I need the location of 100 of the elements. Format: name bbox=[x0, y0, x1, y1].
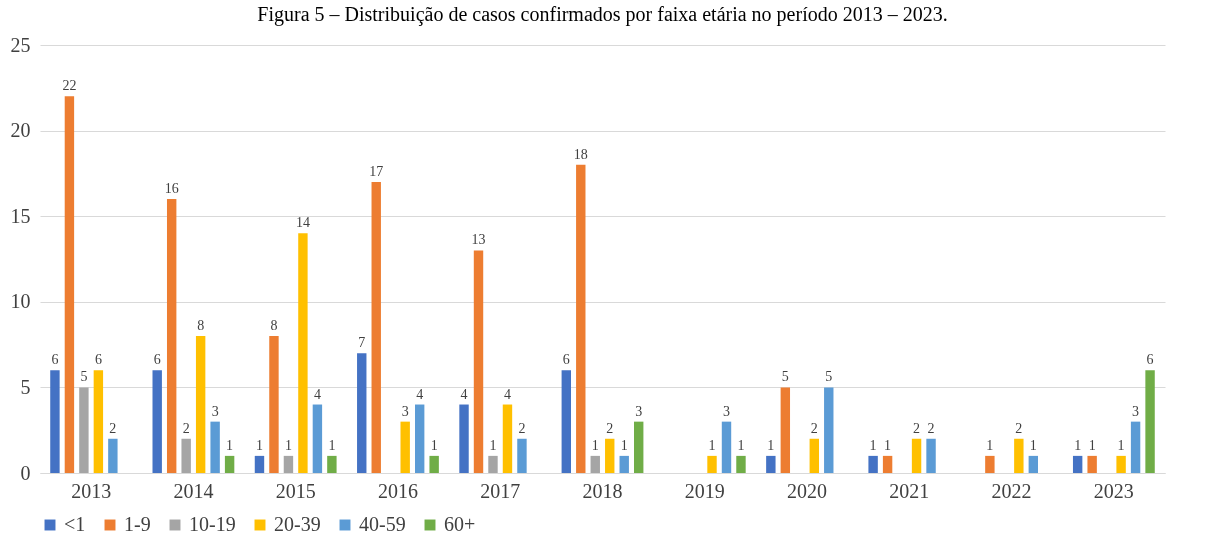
data-label: 1 bbox=[986, 437, 994, 453]
legend-label: 20-39 bbox=[274, 513, 321, 535]
bar bbox=[619, 455, 629, 473]
bar bbox=[502, 404, 513, 473]
bar bbox=[1116, 455, 1126, 473]
bar bbox=[824, 387, 834, 473]
bar bbox=[400, 421, 410, 473]
x-tick-label: 2014 bbox=[173, 479, 214, 502]
data-label: 18 bbox=[573, 146, 588, 162]
bar bbox=[298, 233, 308, 473]
bar bbox=[736, 455, 746, 473]
data-label: 8 bbox=[270, 318, 278, 334]
bar bbox=[79, 387, 89, 473]
bar bbox=[459, 404, 469, 473]
data-label: 6 bbox=[51, 352, 59, 368]
data-label: 1 bbox=[869, 437, 877, 453]
bar bbox=[634, 421, 644, 473]
data-label: 2 bbox=[109, 420, 117, 436]
x-tick-label: 2016 bbox=[377, 479, 418, 502]
y-tick-label: 10 bbox=[10, 290, 31, 313]
legend-label: <1 bbox=[64, 513, 86, 535]
data-label: 1 bbox=[1074, 437, 1082, 453]
bar bbox=[1072, 455, 1083, 473]
data-label: 1 bbox=[255, 437, 263, 453]
data-label: 1 bbox=[591, 437, 599, 453]
data-label: 1 bbox=[1029, 437, 1037, 453]
bar bbox=[414, 404, 425, 473]
data-label: 2 bbox=[1015, 420, 1023, 436]
x-tick-label: 2020 bbox=[787, 479, 828, 502]
data-label: 1 bbox=[884, 437, 892, 453]
data-label: 2 bbox=[927, 420, 935, 436]
data-label: 4 bbox=[416, 386, 424, 402]
bar bbox=[283, 455, 294, 473]
bar bbox=[517, 438, 527, 473]
bar bbox=[707, 455, 717, 473]
data-label: 2 bbox=[518, 420, 526, 436]
bar bbox=[327, 455, 337, 473]
data-label: 1 bbox=[1088, 437, 1096, 453]
data-label: 13 bbox=[471, 232, 486, 248]
bar bbox=[50, 370, 60, 473]
x-tick-label: 2023 bbox=[1093, 479, 1134, 502]
bar bbox=[868, 455, 878, 473]
data-label: 17 bbox=[369, 163, 384, 179]
bar bbox=[911, 438, 922, 473]
bar bbox=[1145, 370, 1155, 473]
bar bbox=[605, 438, 615, 473]
data-label: 3 bbox=[401, 403, 409, 419]
bar bbox=[590, 455, 600, 473]
bar bbox=[357, 353, 367, 473]
y-tick-label: 25 bbox=[10, 33, 31, 56]
bar bbox=[473, 250, 484, 473]
data-label: 1 bbox=[620, 437, 628, 453]
data-label: 5 bbox=[781, 369, 789, 385]
data-label: 1 bbox=[767, 437, 775, 453]
bar bbox=[985, 455, 995, 473]
data-label: 3 bbox=[1132, 403, 1140, 419]
legend-label: 10-19 bbox=[189, 513, 236, 535]
bar bbox=[1087, 455, 1097, 473]
data-label: 1 bbox=[328, 437, 336, 453]
data-label: 1 bbox=[489, 437, 497, 453]
data-label: 1 bbox=[1117, 437, 1125, 453]
legend-label: 60+ bbox=[444, 513, 476, 535]
data-label: 2 bbox=[182, 420, 190, 436]
bar bbox=[64, 96, 75, 473]
bar bbox=[1028, 455, 1039, 473]
x-tick-label: 2017 bbox=[480, 479, 521, 502]
bar bbox=[576, 164, 586, 473]
bar bbox=[429, 455, 439, 473]
bar bbox=[488, 455, 498, 473]
x-tick-label: 2018 bbox=[582, 479, 623, 502]
bar bbox=[371, 181, 381, 473]
bar bbox=[809, 438, 819, 473]
chart-title: Figura 5 – Distribuição de casos confirmados por faixa etária no período 2013 – 2023. bbox=[257, 3, 948, 26]
bar bbox=[269, 336, 279, 473]
data-label: 3 bbox=[211, 403, 219, 419]
bar bbox=[926, 438, 936, 473]
bar bbox=[224, 455, 235, 473]
data-label: 8 bbox=[197, 318, 205, 334]
bar bbox=[1014, 438, 1024, 473]
x-tick-label: 2015 bbox=[275, 479, 316, 502]
data-label: 6 bbox=[153, 352, 161, 368]
x-tick-label: 2013 bbox=[71, 479, 112, 502]
y-tick-label: 0 bbox=[20, 461, 31, 484]
bar bbox=[780, 387, 791, 473]
data-label: 6 bbox=[562, 352, 570, 368]
data-label: 1 bbox=[284, 437, 292, 453]
bar bbox=[882, 455, 893, 473]
data-label: 1 bbox=[226, 437, 234, 453]
x-tick-label: 2021 bbox=[889, 479, 930, 502]
data-label: 5 bbox=[80, 369, 88, 385]
bar bbox=[1130, 421, 1141, 473]
data-label: 7 bbox=[358, 335, 366, 351]
y-tick-label: 20 bbox=[10, 119, 31, 142]
data-label: 22 bbox=[62, 78, 77, 94]
bar bbox=[166, 199, 177, 473]
bar bbox=[210, 421, 220, 473]
data-label: 6 bbox=[1146, 352, 1154, 368]
y-tick-label: 15 bbox=[10, 204, 31, 227]
data-label: 2 bbox=[913, 420, 921, 436]
data-label: 2 bbox=[810, 420, 818, 436]
